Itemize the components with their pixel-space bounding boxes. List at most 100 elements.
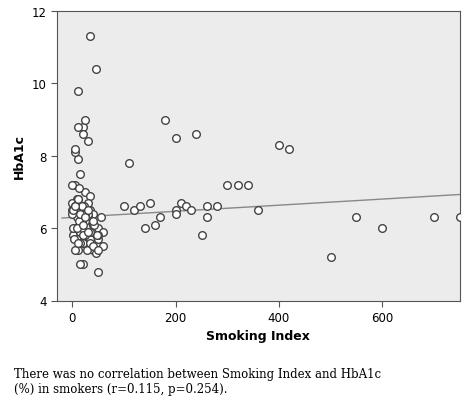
Point: [71, 150, 79, 156]
Point: [162, 117, 169, 124]
Point: [87, 229, 94, 235]
Point: [70, 207, 77, 214]
Point: [172, 135, 180, 142]
Point: [76, 261, 84, 268]
Point: [79, 132, 86, 138]
Point: [70, 236, 78, 243]
Point: [76, 229, 84, 235]
Point: [94, 247, 102, 253]
Point: [72, 204, 79, 210]
Point: [74, 124, 82, 131]
Point: [430, 215, 438, 221]
Point: [69, 211, 76, 217]
Point: [83, 247, 91, 253]
Point: [75, 186, 82, 192]
Point: [73, 196, 80, 203]
Point: [84, 139, 91, 145]
Point: [75, 215, 82, 221]
Point: [74, 247, 82, 253]
Point: [89, 211, 97, 217]
Point: [94, 233, 102, 239]
Point: [87, 193, 94, 199]
Point: [244, 182, 252, 188]
Point: [82, 117, 89, 124]
Point: [73, 225, 80, 232]
Point: [71, 204, 79, 210]
Point: [93, 233, 101, 239]
Point: [74, 196, 82, 203]
Point: [82, 233, 89, 239]
Point: [71, 207, 79, 214]
Point: [74, 196, 82, 203]
Point: [234, 182, 241, 188]
Point: [69, 200, 76, 207]
Point: [89, 222, 97, 228]
Point: [80, 218, 88, 225]
Point: [82, 218, 89, 225]
Point: [79, 261, 86, 268]
Point: [275, 142, 283, 149]
Point: [84, 229, 91, 235]
Point: [73, 236, 80, 243]
Point: [172, 207, 180, 214]
Point: [187, 207, 195, 214]
Point: [71, 204, 79, 210]
Point: [141, 225, 148, 232]
X-axis label: Smoking Index: Smoking Index: [206, 330, 310, 342]
Point: [151, 222, 159, 228]
Point: [84, 200, 91, 207]
Point: [76, 225, 84, 232]
Point: [70, 211, 78, 217]
Point: [224, 182, 231, 188]
Point: [71, 182, 79, 188]
Point: [84, 207, 91, 214]
Point: [87, 34, 94, 41]
Point: [87, 207, 94, 214]
Point: [84, 211, 91, 217]
Point: [75, 218, 82, 225]
Point: [78, 218, 85, 225]
Point: [69, 182, 76, 188]
Point: [70, 207, 77, 214]
Point: [198, 233, 205, 239]
Y-axis label: HbA1c: HbA1c: [13, 134, 26, 179]
Point: [327, 254, 335, 261]
Point: [203, 215, 210, 221]
Point: [76, 240, 84, 246]
Point: [71, 247, 79, 253]
Point: [84, 215, 91, 221]
Point: [92, 251, 100, 257]
Point: [75, 229, 82, 235]
Point: [100, 243, 107, 250]
Point: [136, 204, 143, 210]
Point: [89, 247, 97, 253]
Point: [92, 67, 100, 73]
Point: [82, 189, 89, 196]
Point: [120, 204, 128, 210]
Point: [203, 204, 210, 210]
Point: [82, 211, 89, 217]
Point: [79, 233, 86, 239]
Point: [172, 211, 180, 217]
Point: [182, 204, 190, 210]
Point: [76, 211, 84, 217]
Point: [89, 218, 97, 225]
Point: [79, 240, 86, 246]
Point: [82, 218, 89, 225]
Point: [146, 200, 154, 207]
Point: [213, 204, 221, 210]
Point: [87, 240, 94, 246]
Point: [71, 225, 79, 232]
Point: [69, 225, 77, 232]
Point: [80, 204, 88, 210]
Point: [79, 124, 86, 131]
Point: [285, 146, 293, 152]
Point: [255, 207, 262, 214]
Point: [80, 215, 88, 221]
Point: [156, 215, 164, 221]
Point: [78, 225, 85, 232]
Point: [79, 222, 86, 228]
Point: [456, 215, 464, 221]
Point: [78, 204, 85, 210]
Point: [71, 146, 79, 152]
